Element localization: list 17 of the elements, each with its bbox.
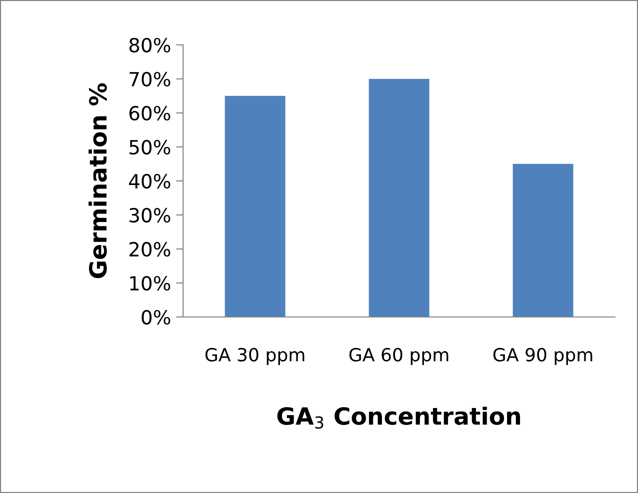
y-tick-label: 60% [129, 106, 170, 121]
bar [512, 164, 574, 317]
y-tick-label: 20% [130, 242, 170, 257]
x-axis-title: GA$_{3}$ Concentration [277, 406, 520, 429]
y-tick-label: 40% [129, 174, 170, 189]
bar [224, 96, 286, 317]
y-axis-title: Germination % [88, 83, 107, 278]
x-tick-label: GA 30 ppm [205, 348, 304, 366]
y-tick-label: 10% [130, 276, 170, 291]
x-tick-label: GA 60 ppm [349, 348, 448, 366]
y-tick-label: 30% [130, 208, 170, 223]
y-tick-label: 80% [129, 38, 170, 53]
x-tick-label: GA 90 ppm [493, 348, 592, 366]
y-tick-label: 70% [130, 72, 170, 87]
y-tick-label: 0% [142, 310, 170, 325]
bar [368, 78, 430, 317]
y-tick-label: 50% [130, 140, 170, 155]
